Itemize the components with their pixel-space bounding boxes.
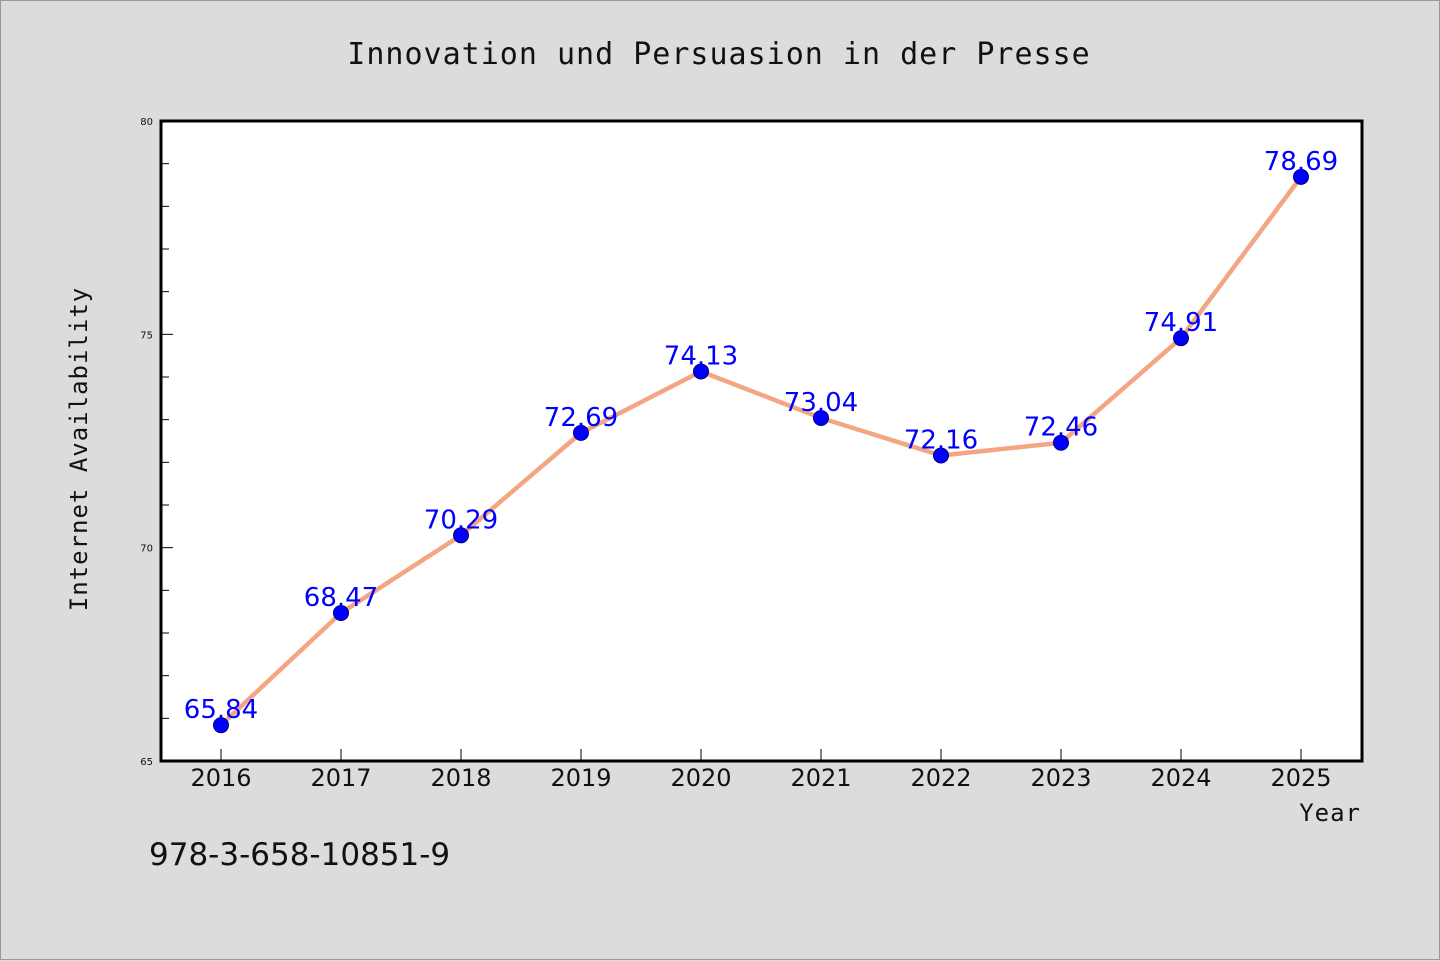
chart-title: Innovation und Persuasion in der Presse — [347, 37, 1090, 72]
x-tick-label: 2017 — [310, 764, 371, 792]
x-tick-label: 2025 — [1270, 764, 1331, 792]
x-tick-label: 2020 — [670, 764, 731, 792]
data-label: 72.16 — [904, 426, 978, 456]
y-tick-label: 70 — [140, 544, 153, 555]
data-point — [453, 527, 469, 544]
y-axis-title: Internet Availability — [65, 287, 93, 611]
data-point — [1053, 434, 1069, 451]
series-layer: 65.84 68.47 70.29 72.69 74.13 73.04 72.16 72.46… — [184, 147, 1338, 734]
data-label: 73.04 — [784, 388, 858, 418]
x-axis-title: Year — [1299, 799, 1361, 827]
data-label: 78.69 — [1264, 147, 1338, 177]
data-label: 72.46 — [1024, 413, 1098, 443]
data-label: 68.47 — [304, 583, 378, 613]
x-axis: 2016 2017 2018 2019 2020 2021 2022 2023 2024 2025 — [190, 749, 1332, 792]
data-point — [1173, 330, 1189, 347]
data-label: 65.84 — [184, 695, 258, 725]
data-label: 72.69 — [544, 403, 618, 433]
data-label: 70.29 — [424, 505, 498, 535]
plot-area — [159, 119, 1364, 763]
y-tick-label: 65 — [140, 757, 153, 768]
data-point — [1293, 168, 1309, 185]
isbn-text: 978-3-658-10851-9 — [149, 837, 450, 873]
data-label: 74.91 — [1144, 308, 1218, 338]
x-tick-label: 2019 — [550, 764, 611, 792]
y-axis: 65 70 75 80 — [140, 117, 173, 768]
data-point — [573, 424, 589, 441]
data-point — [213, 717, 229, 734]
x-tick-label: 2021 — [790, 764, 851, 792]
data-point — [933, 447, 949, 464]
x-tick-label: 2018 — [430, 764, 491, 792]
y-tick-label: 75 — [140, 330, 153, 341]
data-point — [333, 604, 349, 621]
x-tick-label: 2023 — [1030, 764, 1091, 792]
series-line — [218, 174, 1304, 728]
data-point — [693, 363, 709, 380]
data-label: 74.13 — [664, 341, 738, 371]
y-tick-label: 80 — [140, 117, 153, 128]
data-point — [813, 409, 829, 426]
x-tick-label: 2016 — [190, 764, 251, 792]
x-tick-label: 2024 — [1150, 764, 1211, 792]
x-tick-label: 2022 — [910, 764, 971, 792]
